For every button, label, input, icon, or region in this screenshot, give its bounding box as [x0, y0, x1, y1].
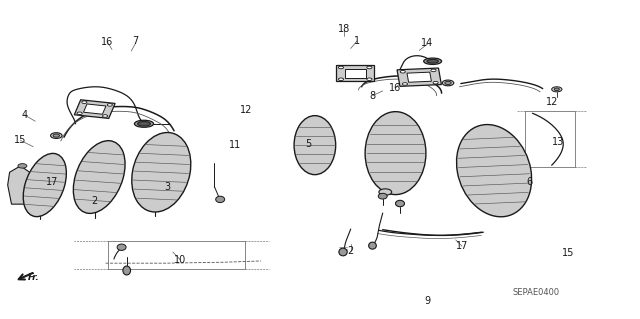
Text: 5: 5 [305, 139, 312, 149]
Text: 16: 16 [389, 83, 402, 93]
Text: 18: 18 [338, 24, 351, 34]
Ellipse shape [339, 248, 348, 256]
Bar [525, 111, 575, 167]
Ellipse shape [51, 133, 62, 138]
Ellipse shape [117, 244, 126, 250]
Ellipse shape [427, 59, 438, 63]
Polygon shape [74, 100, 115, 118]
Polygon shape [83, 104, 106, 114]
Ellipse shape [102, 115, 108, 117]
Text: 7: 7 [132, 36, 139, 47]
Text: 1: 1 [354, 36, 360, 46]
Polygon shape [397, 68, 442, 86]
Ellipse shape [339, 78, 344, 80]
Ellipse shape [365, 112, 426, 195]
Text: Fr.: Fr. [28, 273, 40, 282]
Text: SEPAE0400: SEPAE0400 [513, 288, 560, 297]
Ellipse shape [53, 134, 60, 137]
Ellipse shape [552, 87, 562, 92]
Text: 12: 12 [545, 97, 558, 107]
Bar [108, 241, 245, 269]
Text: 14: 14 [421, 38, 434, 48]
Ellipse shape [23, 153, 67, 217]
Ellipse shape [369, 242, 376, 249]
Ellipse shape [403, 83, 408, 85]
Ellipse shape [132, 132, 191, 212]
Polygon shape [407, 72, 431, 82]
Text: 13: 13 [552, 137, 564, 147]
Ellipse shape [433, 81, 438, 84]
Text: 17: 17 [46, 177, 59, 188]
Ellipse shape [367, 66, 372, 69]
Text: 10: 10 [174, 255, 187, 265]
Ellipse shape [379, 189, 392, 195]
Text: 2: 2 [92, 196, 98, 206]
Ellipse shape [138, 122, 150, 126]
Text: 9: 9 [424, 296, 431, 307]
Polygon shape [345, 69, 366, 78]
Text: 11: 11 [229, 140, 242, 150]
Ellipse shape [82, 101, 87, 103]
Ellipse shape [396, 200, 404, 207]
Polygon shape [8, 166, 40, 204]
Text: 15: 15 [562, 248, 575, 258]
Text: 4: 4 [21, 110, 28, 120]
Ellipse shape [74, 141, 125, 213]
Text: 15: 15 [14, 135, 27, 145]
Text: 8: 8 [369, 91, 376, 101]
Ellipse shape [445, 81, 451, 85]
Ellipse shape [442, 80, 454, 86]
Ellipse shape [378, 193, 387, 199]
Ellipse shape [339, 66, 344, 69]
Ellipse shape [108, 104, 113, 106]
Text: 2: 2 [348, 246, 354, 256]
Polygon shape [336, 65, 374, 81]
Text: 12: 12 [240, 105, 253, 115]
Ellipse shape [18, 164, 27, 168]
Text: 6: 6 [527, 177, 533, 188]
Ellipse shape [294, 116, 336, 174]
Ellipse shape [367, 78, 372, 80]
Ellipse shape [424, 58, 442, 64]
Text: 3: 3 [164, 182, 171, 192]
Ellipse shape [554, 88, 559, 91]
Ellipse shape [123, 266, 131, 275]
Ellipse shape [77, 112, 82, 115]
Ellipse shape [456, 124, 532, 217]
Ellipse shape [216, 196, 225, 203]
Ellipse shape [431, 69, 436, 72]
Ellipse shape [134, 120, 154, 127]
Text: 16: 16 [101, 37, 114, 47]
Text: 17: 17 [456, 241, 468, 251]
Ellipse shape [400, 70, 405, 73]
